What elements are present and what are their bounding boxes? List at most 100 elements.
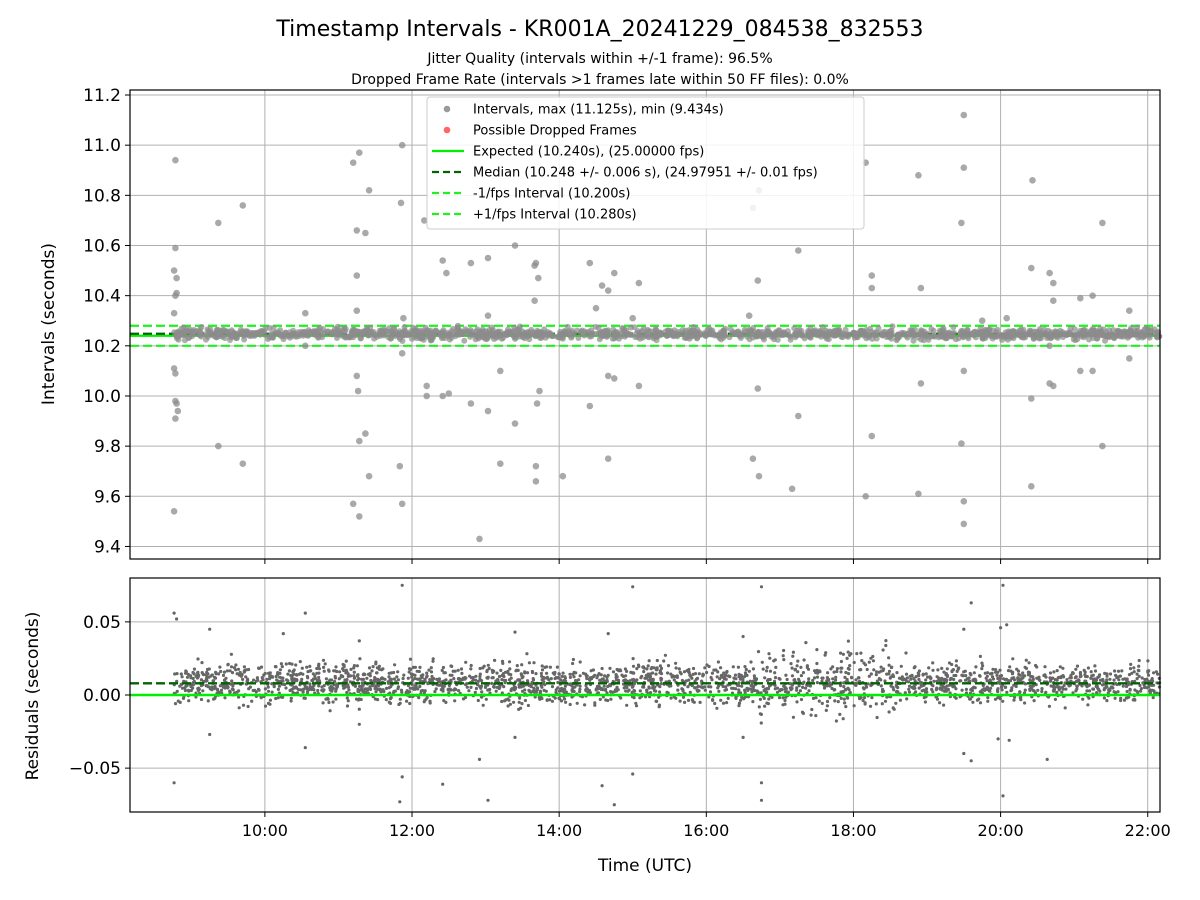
residual-point: [775, 686, 780, 690]
residual-point: [1060, 690, 1064, 694]
residual-point: [806, 683, 810, 688]
residual-point: [904, 672, 909, 676]
residual-point: [381, 667, 385, 671]
interval-point: [1135, 334, 1142, 341]
residual-point: [697, 672, 701, 676]
residual-point: [478, 672, 482, 676]
residual-point: [268, 671, 272, 675]
residual-point: [880, 702, 884, 706]
residual-point: [180, 686, 185, 690]
residual-point: [1091, 687, 1096, 691]
residual-point: [1061, 666, 1065, 670]
residual-point: [676, 688, 680, 692]
interval-point: [249, 329, 255, 336]
residual-point: [912, 684, 916, 688]
residual-point: [944, 673, 948, 677]
residual-point: [687, 670, 691, 674]
residual-point: [515, 664, 519, 668]
residual-point: [200, 661, 204, 665]
residual-point: [726, 696, 730, 701]
residual-point: [680, 678, 685, 683]
residual-point: [225, 686, 230, 690]
residual-point: [223, 686, 227, 690]
residual-point: [820, 701, 824, 706]
residual-point: [280, 665, 284, 669]
residual-point: [954, 659, 959, 663]
residual-point: [984, 676, 988, 680]
residual-point: [481, 666, 485, 670]
residual-point: [1124, 684, 1129, 689]
residual-point: [967, 676, 971, 680]
residual-point: [335, 685, 339, 690]
residual-point: [763, 704, 767, 708]
interval-point: [639, 334, 646, 341]
residual-point: [1101, 679, 1105, 683]
residual-point: [894, 690, 899, 694]
interval-point: [516, 327, 522, 334]
residual-point: [1001, 699, 1005, 703]
residual-point: [600, 784, 604, 788]
residual-point: [1120, 669, 1124, 673]
residual-point: [973, 686, 977, 690]
residual-point: [855, 652, 859, 656]
residual-point: [199, 678, 203, 682]
residual-point: [785, 677, 789, 682]
residual-point: [268, 677, 272, 681]
residual-point: [301, 687, 306, 692]
residual-point: [935, 675, 939, 679]
residual-point: [839, 684, 843, 688]
interval-point: [1126, 307, 1133, 315]
residual-point: [734, 687, 738, 691]
residual-point: [1142, 685, 1146, 690]
residual-point: [839, 670, 843, 674]
interval-point: [797, 330, 804, 337]
intervals-y-tick-label: 10.2: [83, 337, 121, 357]
residual-point: [507, 660, 512, 664]
residual-point: [986, 696, 990, 700]
residual-point: [737, 701, 742, 705]
residual-point: [501, 672, 505, 676]
residual-point: [707, 685, 711, 689]
residual-point: [768, 669, 773, 673]
residual-point: [1055, 690, 1059, 695]
residual-point: [368, 672, 372, 676]
interval-point: [399, 338, 406, 344]
residual-point: [693, 686, 697, 690]
residual-point: [496, 678, 500, 683]
residual-point: [1129, 662, 1133, 667]
interval-point: [965, 335, 972, 342]
interval-point: [310, 328, 317, 335]
residual-point: [996, 696, 1000, 700]
residual-point: [400, 775, 404, 779]
residual-point: [839, 696, 843, 701]
residual-point: [1121, 684, 1125, 688]
residual-point: [356, 673, 360, 677]
residual-point: [687, 678, 691, 682]
residual-point: [944, 678, 949, 683]
residual-point: [765, 690, 769, 694]
interval-point: [980, 328, 987, 335]
residual-point: [768, 656, 772, 660]
residual-point: [790, 674, 795, 678]
residual-point: [315, 671, 319, 675]
residual-point: [613, 688, 618, 692]
residual-point: [924, 672, 928, 676]
residual-point: [731, 686, 735, 691]
residual-point: [835, 667, 840, 671]
residual-point: [408, 686, 412, 690]
residual-point: [517, 700, 521, 704]
residual-point: [526, 703, 531, 708]
residual-point: [305, 665, 309, 669]
residual-point: [563, 675, 567, 679]
residual-point: [477, 757, 482, 762]
residual-point: [744, 667, 748, 672]
residual-point: [486, 663, 490, 667]
residual-point: [1028, 678, 1032, 682]
residual-point: [725, 701, 729, 705]
residual-point: [303, 611, 307, 615]
residual-point: [844, 705, 848, 709]
residual-point: [241, 703, 246, 707]
residual-point: [556, 676, 560, 680]
residual-point: [686, 698, 691, 703]
residual-point: [191, 676, 195, 681]
